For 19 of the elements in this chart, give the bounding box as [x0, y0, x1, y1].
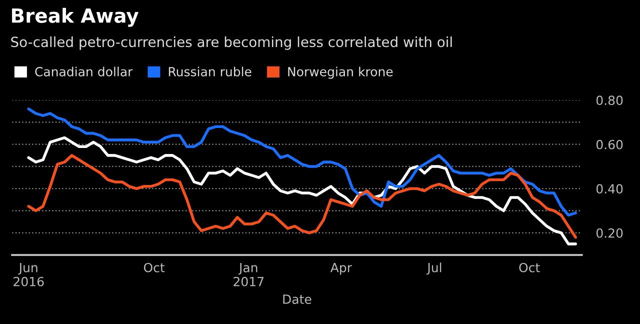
line-series [27, 136, 577, 246]
line-series [27, 154, 577, 239]
legend-label: Russian ruble [168, 66, 252, 76]
x-tick-label: Oct [519, 262, 540, 272]
chart-subtitle: So-called petro-currencies are becoming less correlated with oil [11, 36, 452, 50]
x-tick-label: Oct [144, 262, 165, 272]
legend-label: Canadian dollar [35, 66, 133, 76]
x-axis-title: Date [283, 294, 312, 304]
x-tick-label: Jul [426, 262, 442, 275]
x-tick-label: Apr [330, 263, 352, 275]
y-tick-label: 0.40 [596, 184, 623, 194]
chart-title: Break Away [12, 8, 139, 27]
x-tick-label: Jun 2016 [14, 263, 44, 286]
line-series [27, 108, 577, 217]
y-tick-label: 0.80 [596, 96, 623, 106]
x-tick-label: Jan 2017 [234, 263, 264, 286]
y-tick-label: 0.20 [596, 228, 623, 238]
legend-label: Norwegian krone [288, 66, 393, 79]
y-tick-label: 0.60 [596, 140, 623, 150]
